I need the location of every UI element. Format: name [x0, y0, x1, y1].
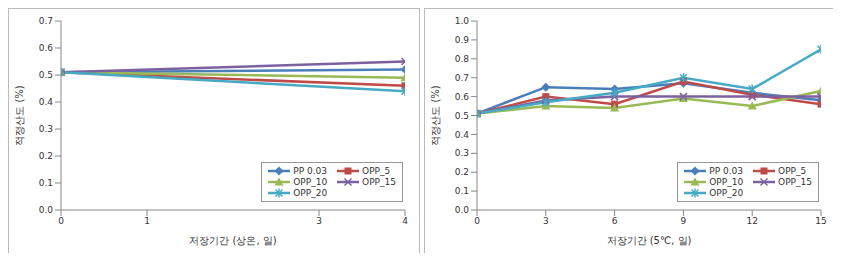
svg-text:0.5: 0.5: [455, 111, 469, 121]
html-text:OPP_20: OPP_20: [293, 188, 328, 198]
svg-text:0.3: 0.3: [39, 124, 53, 134]
svg-text:적정산도 (%): 적정산도 (%): [430, 85, 441, 146]
svg-text:0.0: 0.0: [455, 205, 470, 215]
svg-text:0.1: 0.1: [39, 178, 53, 188]
svg-text:0.6: 0.6: [39, 43, 54, 53]
svg-text:0.4: 0.4: [455, 130, 470, 140]
svg-text:0.1: 0.1: [455, 186, 469, 196]
svg-text:0.7: 0.7: [39, 16, 53, 26]
svg-text:3: 3: [316, 216, 322, 226]
svg-text:0.7: 0.7: [455, 73, 469, 83]
svg-text:적정산도 (%): 적정산도 (%): [14, 85, 25, 146]
svg-text:저장기간 (상온, 일): 저장기간 (상온, 일): [189, 235, 276, 246]
svg-text:0.6: 0.6: [455, 92, 470, 102]
svg-text:9: 9: [681, 216, 687, 226]
svg-text:0.8: 0.8: [455, 54, 470, 64]
svg-text:0: 0: [474, 216, 480, 226]
svg-text:1: 1: [144, 216, 150, 226]
svg-text:저장기간 (5℃, 일): 저장기간 (5℃, 일): [607, 235, 692, 246]
svg-text:12: 12: [746, 216, 757, 226]
html-text:OPP_15: OPP_15: [362, 177, 396, 187]
html-text:PP 0.03: PP 0.03: [293, 166, 327, 176]
svg-text:0.5: 0.5: [39, 70, 53, 80]
html-text:OPP_5: OPP_5: [362, 166, 391, 176]
svg-text:0.2: 0.2: [455, 167, 469, 177]
html-text:OPP_5: OPP_5: [778, 166, 807, 176]
html-text:OPP_15: OPP_15: [778, 177, 812, 187]
svg-text:0: 0: [58, 216, 64, 226]
svg-text:0.2: 0.2: [39, 151, 53, 161]
svg-text:0.0: 0.0: [39, 205, 54, 215]
svg-text:4: 4: [402, 216, 408, 226]
html-text:OPP_10: OPP_10: [709, 177, 744, 187]
svg-text:3: 3: [543, 216, 549, 226]
html-text:PP 0.03: PP 0.03: [709, 166, 743, 176]
svg-text:15: 15: [815, 216, 826, 226]
svg-text:0.3: 0.3: [455, 148, 469, 158]
svg-text:1.0: 1.0: [455, 16, 470, 26]
svg-text:0.4: 0.4: [39, 97, 54, 107]
svg-text:0.9: 0.9: [455, 35, 470, 45]
html-text:OPP_20: OPP_20: [709, 188, 744, 198]
svg-text:6: 6: [612, 216, 618, 226]
html-text:OPP_10: OPP_10: [293, 177, 328, 187]
